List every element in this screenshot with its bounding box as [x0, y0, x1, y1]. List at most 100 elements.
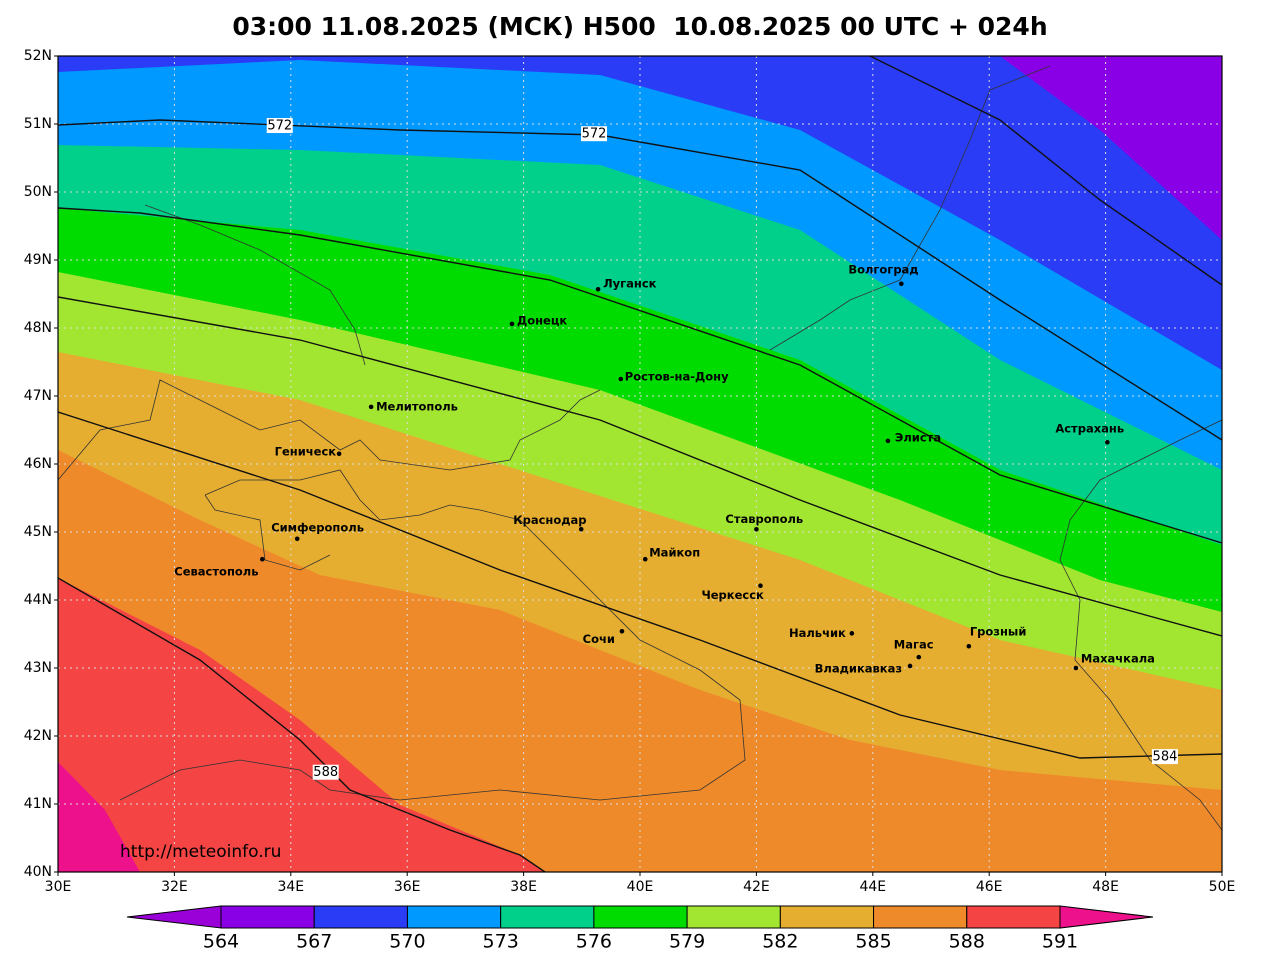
lon-tick-label: 30E	[45, 879, 72, 895]
city-dot	[368, 404, 374, 410]
contour-line	[58, 411, 1222, 759]
map-title: 03:00 11.08.2025 (МСК) H500 10.08.2025 0…	[232, 12, 1047, 41]
colorbar-box	[686, 905, 781, 929]
lon-tick-label: 38E	[510, 879, 537, 895]
lat-tick-label: 46N	[24, 456, 52, 472]
colorbar-box	[779, 905, 875, 929]
city-label: Майкоп	[649, 546, 700, 560]
colorbar-label: 582	[762, 931, 798, 953]
city-dot	[758, 583, 763, 589]
colorbar-label: 591	[1042, 931, 1078, 953]
city-dot	[885, 438, 891, 444]
city-label: Симферополь	[271, 520, 364, 534]
city-label: Луганск	[603, 277, 657, 291]
lat-tick-label: 50N	[24, 184, 52, 200]
city-dot	[259, 556, 265, 562]
lon-tick-label: 32E	[161, 879, 188, 895]
lon-tick-label: 50E	[1209, 879, 1236, 895]
colorbar-extend	[1059, 905, 1154, 929]
city-dot	[336, 451, 342, 457]
lon-tick-label: 34E	[277, 879, 304, 895]
city-dot	[578, 526, 584, 532]
city-label: Геническ	[275, 444, 337, 458]
lat-tick-label: 47N	[24, 388, 52, 404]
city-dot	[1105, 439, 1110, 445]
city-label: Севастополь	[174, 565, 258, 579]
coastline	[58, 379, 746, 801]
source-url: http://meteoinfo.ru	[120, 842, 281, 862]
colorbar-box	[500, 905, 595, 929]
city-label: Мелитополь	[376, 399, 458, 413]
contour-label: 588	[313, 765, 338, 780]
contour-label: 584	[1153, 750, 1178, 765]
city-label: Махачкала	[1081, 652, 1155, 666]
lon-tick-label: 48E	[1092, 879, 1119, 895]
colorbar-box	[593, 905, 688, 929]
city-label: Элиста	[895, 430, 941, 444]
lon-tick-label: 36E	[394, 879, 421, 895]
lat-tick-label: 43N	[24, 660, 52, 676]
map-area: Луганск Донецк Ростов-на-Дону Мелитополь Ген…	[58, 56, 1222, 872]
city-dot	[849, 631, 855, 636]
colorbar-box	[966, 905, 1061, 929]
lat-tick-label: 45N	[24, 524, 52, 540]
axes: 30E 32E 34E 36E 38E 40E 42E 44E 46E 48E 50E 40N 41N 4…	[24, 48, 1236, 895]
city-dot	[916, 654, 922, 660]
lat-tick-label: 51N	[24, 116, 52, 132]
colorbar: 564 567 570 573 576 579 582 585 588 591	[126, 905, 1154, 953]
lat-tick-label: 48N	[24, 320, 52, 336]
contour-label-box	[1151, 749, 1178, 765]
city-label: Донецк	[517, 313, 567, 327]
lat-tick-label: 42N	[24, 728, 52, 744]
city-dot	[966, 643, 972, 649]
city-label: Сочи	[583, 632, 615, 646]
contour-label: 572	[582, 127, 607, 142]
city-label: Магас	[894, 638, 934, 652]
colorbar-box	[406, 905, 502, 929]
colorbar-extend	[126, 905, 222, 929]
colorbar-label: 588	[949, 931, 985, 953]
colorbar-label: 564	[203, 931, 239, 953]
contour-label-box	[312, 764, 339, 780]
city-label: Грозный	[970, 625, 1027, 639]
colorbar-label: 573	[483, 931, 519, 953]
graticule	[58, 56, 1222, 872]
lat-tick-label: 40N	[24, 864, 52, 880]
contour-label-box	[581, 126, 608, 142]
city-dot	[899, 281, 904, 287]
colorbar-label: 570	[389, 931, 425, 953]
contour-band	[58, 56, 1222, 370]
colorbar-label: 579	[669, 931, 705, 953]
contour-label: 572	[267, 119, 292, 134]
city-dot	[509, 321, 515, 327]
city-label: Краснодар	[513, 513, 586, 527]
lat-tick-label: 49N	[24, 252, 52, 268]
rivers-coast	[144, 65, 1222, 831]
colorbar-label: 585	[855, 931, 891, 953]
contour-line	[58, 577, 546, 872]
city-label: Черкесск	[701, 588, 764, 602]
city-label: Волгоград	[848, 262, 918, 276]
lon-tick-label: 42E	[743, 879, 770, 895]
colorbar-box	[220, 905, 315, 929]
lon-tick-label: 46E	[976, 879, 1003, 895]
colorbar-label: 576	[576, 931, 612, 953]
city-dot	[618, 376, 624, 382]
city-dot	[619, 628, 625, 634]
colorbar-label: 567	[296, 931, 332, 953]
lat-tick-label: 41N	[24, 796, 52, 812]
colorbar-box	[313, 905, 408, 929]
city-label: Нальчик	[789, 626, 846, 640]
colorbar-box	[873, 905, 968, 929]
lon-tick-label: 44E	[859, 879, 886, 895]
city-label: Владикавказ	[815, 661, 902, 675]
city-dot	[754, 526, 759, 532]
overlay: Луганск Донецк Ростов-на-Дону Мелитополь Ген…	[174, 118, 1178, 780]
lat-tick-label: 44N	[24, 592, 52, 608]
city-dot	[294, 536, 300, 542]
city-label: Астрахань	[1055, 422, 1124, 436]
contour-label-box	[266, 118, 293, 134]
lon-tick-label: 40E	[627, 879, 654, 895]
contour-band	[1000, 56, 1222, 240]
